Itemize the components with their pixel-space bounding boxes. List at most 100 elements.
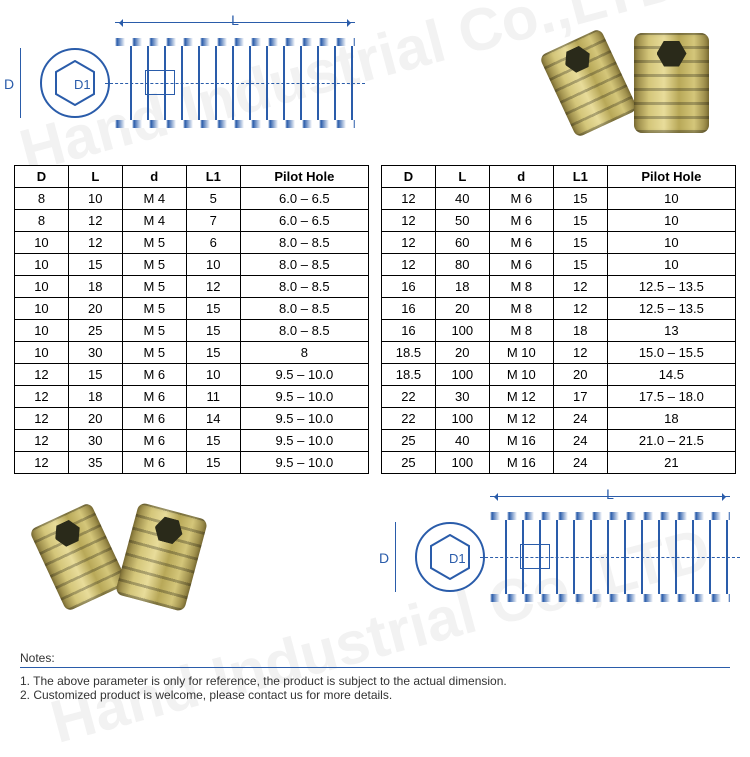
table-cell: 9.5 – 10.0 bbox=[240, 364, 368, 386]
table-cell: 12 bbox=[15, 430, 69, 452]
table-cell: 15 bbox=[186, 430, 240, 452]
table-cell: 8.0 – 8.5 bbox=[240, 232, 368, 254]
insert-piece bbox=[634, 33, 709, 133]
table-cell: 12.5 – 13.5 bbox=[607, 276, 735, 298]
table-cell: 12 bbox=[382, 232, 436, 254]
table-cell: 10 bbox=[607, 254, 735, 276]
table-cell: 18 bbox=[553, 320, 607, 342]
table-cell: 12 bbox=[15, 452, 69, 474]
table-cell: 12.5 – 13.5 bbox=[607, 298, 735, 320]
table-cell: 10 bbox=[15, 320, 69, 342]
col-header: D bbox=[382, 166, 436, 188]
table-cell: 12 bbox=[15, 386, 69, 408]
table-cell: 20 bbox=[435, 342, 489, 364]
table-cell: 16 bbox=[382, 298, 436, 320]
table-cell: 25 bbox=[382, 430, 436, 452]
bottom-row: D D1 L bbox=[0, 474, 750, 639]
table-cell: 12 bbox=[15, 364, 69, 386]
col-header: L1 bbox=[186, 166, 240, 188]
table-row: 1260M 61510 bbox=[382, 232, 736, 254]
table-cell: 8.0 – 8.5 bbox=[240, 320, 368, 342]
technical-diagram-bottom: D D1 L bbox=[395, 512, 730, 602]
table-cell: 6.0 – 6.5 bbox=[240, 188, 368, 210]
table-cell: 8.0 – 8.5 bbox=[240, 298, 368, 320]
hex-end-view: D1 bbox=[415, 522, 485, 592]
table-cell: 10 bbox=[15, 254, 69, 276]
table-cell: 12 bbox=[553, 276, 607, 298]
table-cell: 12 bbox=[68, 232, 122, 254]
dim-D-label: D bbox=[379, 550, 389, 566]
table-row: 1218M 6119.5 – 10.0 bbox=[15, 386, 369, 408]
table-cell: 40 bbox=[435, 430, 489, 452]
table-row: 22100M 122418 bbox=[382, 408, 736, 430]
table-cell: 5 bbox=[186, 188, 240, 210]
table-row: 18.520M 101215.0 – 15.5 bbox=[382, 342, 736, 364]
table-cell: 10 bbox=[607, 210, 735, 232]
spec-table-left: DLdL1Pilot Hole 810M 456.0 – 6.5812M 476… bbox=[14, 165, 369, 474]
table-cell: 15 bbox=[553, 254, 607, 276]
table-row: 1012M 568.0 – 8.5 bbox=[15, 232, 369, 254]
table-cell: 8 bbox=[15, 188, 69, 210]
table-cell: 8.0 – 8.5 bbox=[240, 276, 368, 298]
table-row: 1240M 61510 bbox=[382, 188, 736, 210]
dim-L-label: L bbox=[606, 486, 614, 502]
table-cell: 35 bbox=[68, 452, 122, 474]
table-cell: M 5 bbox=[122, 254, 186, 276]
table-cell: 15 bbox=[68, 254, 122, 276]
table-row: 1220M 6149.5 – 10.0 bbox=[15, 408, 369, 430]
table-row: 1020M 5158.0 – 8.5 bbox=[15, 298, 369, 320]
table-row: 1018M 5128.0 – 8.5 bbox=[15, 276, 369, 298]
table-cell: M 6 bbox=[122, 452, 186, 474]
table-cell: 18 bbox=[435, 276, 489, 298]
table-cell: 15 bbox=[186, 342, 240, 364]
table-cell: M 6 bbox=[489, 210, 553, 232]
table-cell: 16 bbox=[382, 276, 436, 298]
table-cell: 15 bbox=[553, 188, 607, 210]
col-header: d bbox=[489, 166, 553, 188]
table-cell: 22 bbox=[382, 386, 436, 408]
col-header: d bbox=[122, 166, 186, 188]
table-row: 1025M 5158.0 – 8.5 bbox=[15, 320, 369, 342]
table-cell: 18 bbox=[607, 408, 735, 430]
table-cell: M 6 bbox=[122, 408, 186, 430]
side-view: L bbox=[490, 512, 730, 602]
table-cell: M 4 bbox=[122, 210, 186, 232]
table-cell: M 10 bbox=[489, 364, 553, 386]
table-cell: 100 bbox=[435, 364, 489, 386]
table-cell: 20 bbox=[68, 298, 122, 320]
col-header: L bbox=[435, 166, 489, 188]
notes-line1: 1. The above parameter is only for refer… bbox=[20, 674, 730, 688]
table-cell: 40 bbox=[435, 188, 489, 210]
notes-title: Notes: bbox=[20, 651, 730, 665]
table-row: 1215M 6109.5 – 10.0 bbox=[15, 364, 369, 386]
table-cell: 30 bbox=[435, 386, 489, 408]
table-cell: M 8 bbox=[489, 320, 553, 342]
table-cell: 12 bbox=[553, 298, 607, 320]
table-cell: M 5 bbox=[122, 320, 186, 342]
table-cell: 12 bbox=[382, 210, 436, 232]
table-cell: M 6 bbox=[489, 232, 553, 254]
table-cell: M 8 bbox=[489, 276, 553, 298]
table-cell: M 5 bbox=[122, 342, 186, 364]
table-cell: 10 bbox=[186, 364, 240, 386]
table-cell: 15 bbox=[553, 210, 607, 232]
table-cell: 25 bbox=[382, 452, 436, 474]
spec-table-right: DLdL1Pilot Hole 1240M 615101250M 6151012… bbox=[381, 165, 736, 474]
table-cell: 24 bbox=[553, 430, 607, 452]
table-cell: M 6 bbox=[489, 188, 553, 210]
table-cell: 50 bbox=[435, 210, 489, 232]
product-photo-top bbox=[530, 13, 730, 153]
table-cell: 11 bbox=[186, 386, 240, 408]
table-row: 1230M 6159.5 – 10.0 bbox=[15, 430, 369, 452]
table-row: 810M 456.0 – 6.5 bbox=[15, 188, 369, 210]
table-cell: 9.5 – 10.0 bbox=[240, 386, 368, 408]
table-cell: 20 bbox=[435, 298, 489, 320]
table-cell: 8 bbox=[15, 210, 69, 232]
dim-D-label: D bbox=[4, 76, 14, 92]
technical-diagram-top: D D1 L bbox=[20, 38, 355, 128]
col-header: Pilot Hole bbox=[607, 166, 735, 188]
table-cell: 14.5 bbox=[607, 364, 735, 386]
table-cell: 100 bbox=[435, 452, 489, 474]
col-header: L1 bbox=[553, 166, 607, 188]
table-cell: 22 bbox=[382, 408, 436, 430]
